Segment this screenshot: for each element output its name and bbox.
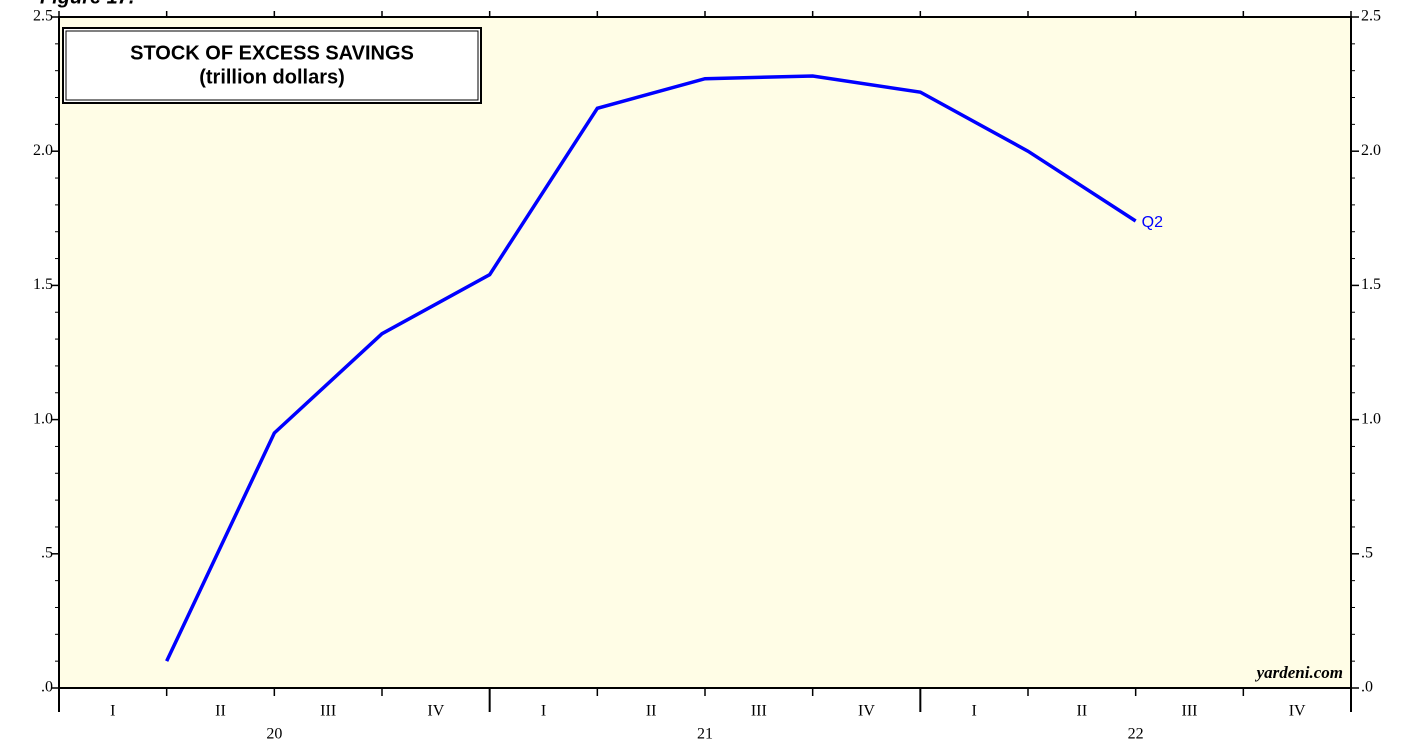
y2-tick-label: .0 xyxy=(1361,679,1373,696)
y-tick-label: 2.5 xyxy=(33,8,53,25)
annotation: Q2 xyxy=(1142,214,1163,231)
title-box xyxy=(62,27,482,104)
title-box-inner xyxy=(65,30,479,101)
figure-label: Figure 17. xyxy=(40,0,134,8)
x-tick-label: I xyxy=(972,703,977,720)
watermark: yardeni.com xyxy=(1255,663,1343,682)
x-tick-label: II xyxy=(1077,703,1088,720)
line-series xyxy=(165,74,1137,662)
plot-area xyxy=(58,16,1352,689)
year-label: 22 xyxy=(1128,726,1144,743)
y2-tick-label: 1.5 xyxy=(1361,276,1381,293)
y-tick-label: .5 xyxy=(41,544,53,561)
x-tick-label: II xyxy=(215,703,226,720)
y2-tick-label: 2.5 xyxy=(1361,8,1381,25)
x-tick-label: IV xyxy=(427,703,444,720)
chart-title: STOCK OF EXCESS SAVINGS xyxy=(130,42,414,64)
x-tick-label: III xyxy=(1182,703,1198,720)
x-tick-label: III xyxy=(320,703,336,720)
y-tick-label: 1.0 xyxy=(33,410,53,427)
y-tick-label: 2.0 xyxy=(33,142,53,159)
x-tick-label: I xyxy=(110,703,115,720)
x-tick-label: III xyxy=(751,703,767,720)
y2-tick-label: .5 xyxy=(1361,544,1373,561)
x-tick-label: IV xyxy=(858,703,875,720)
x-tick-label: II xyxy=(646,703,657,720)
chart-subtitle: (trillion dollars) xyxy=(199,66,345,88)
year-label: 20 xyxy=(266,726,282,743)
y2-tick-label: 2.0 xyxy=(1361,142,1381,159)
y-tick-label: 1.5 xyxy=(33,276,53,293)
y2-tick-label: 1.0 xyxy=(1361,410,1381,427)
x-tick-label: I xyxy=(541,703,546,720)
y-tick-label: .0 xyxy=(41,679,53,696)
year-label: 21 xyxy=(697,726,713,743)
x-tick-label: IV xyxy=(1289,703,1306,720)
